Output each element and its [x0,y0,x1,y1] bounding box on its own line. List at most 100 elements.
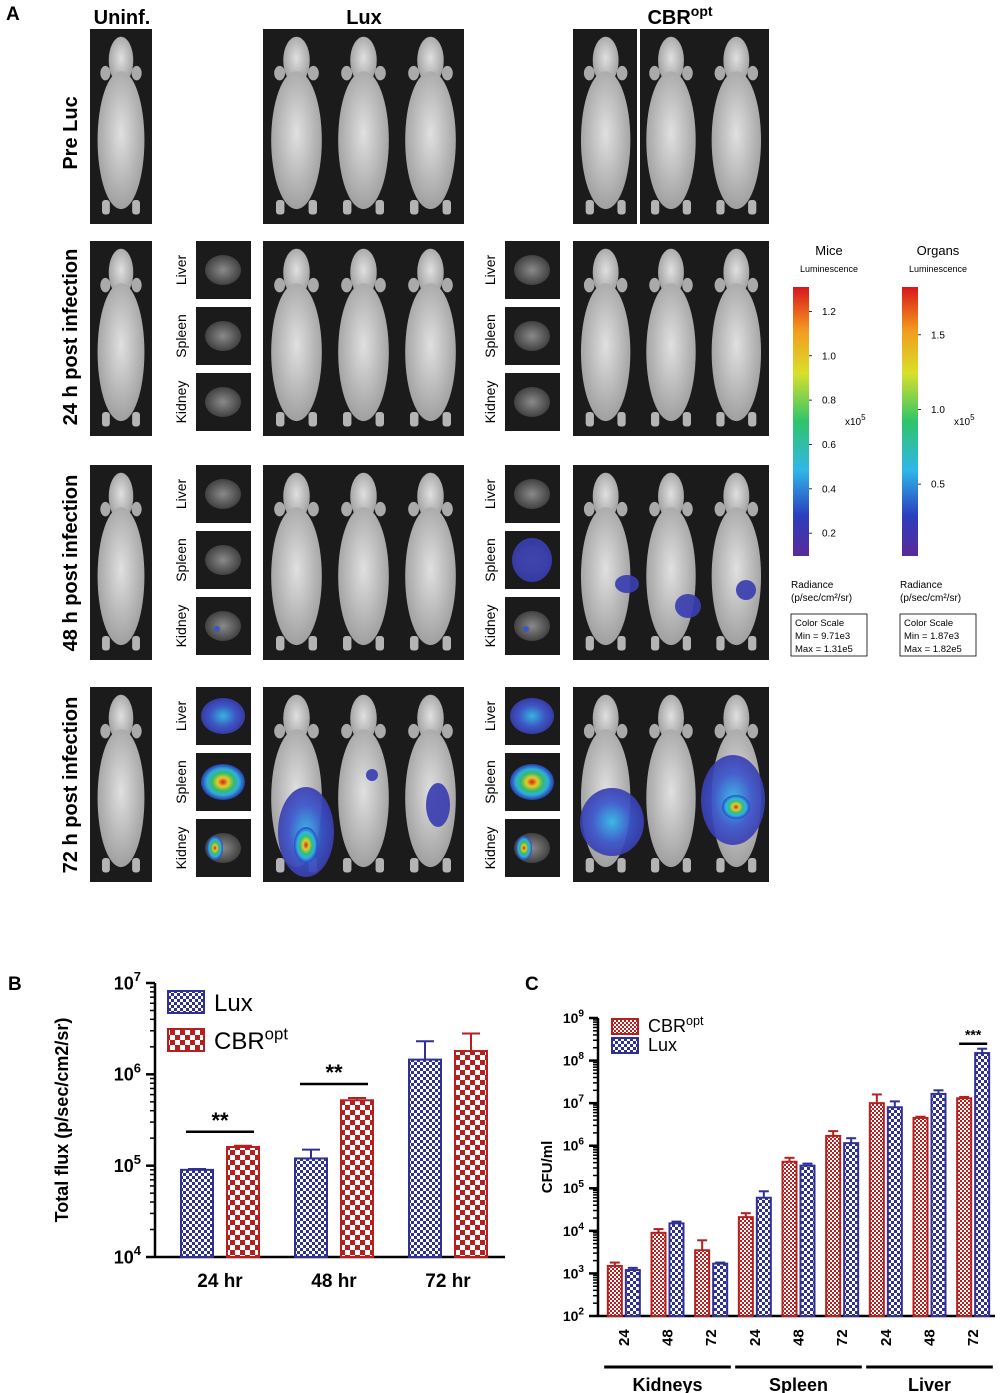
color-scale-box-title: Color Scale [795,618,844,629]
organ-24h-cbr-spleen [505,307,560,365]
signal-48h-cbr-2 [675,594,701,618]
signal-48h-cbr-1 [615,575,639,593]
photo-72h-lux-mouse-1 [271,694,334,877]
color-scale-tick-label: 0.4 [822,484,836,495]
photo-72h-lux-mouse-2 [338,694,389,873]
organ-48h-cbr-liver [505,465,560,523]
y-tick-label: 104 [114,1243,142,1267]
bar-cbr-4 [737,1216,754,1317]
photo-48h-uninf-mouse-1 [97,472,145,651]
organ-label-48h-cbr-spleen: Spleen [482,538,498,582]
photo-24h-lux-mouse-3 [405,248,456,427]
photo-72h-cbr-mouse-3 [701,694,765,873]
bar-cbr-8 [912,1116,929,1318]
color-scale-radiance-label: Radiance [900,580,943,591]
color-scale-box-max: Max = 1.82e5 [904,644,962,655]
organ-signal-72h-liver [201,698,245,734]
color-scale-box-min: Min = 1.87e3 [904,631,959,642]
photo-48h-uninf [90,465,152,660]
photo-pre-cbr-mouse-2 [646,36,696,215]
bar-cbr-1 [606,1264,623,1318]
panel-b: B 104 105 106 107 Total flux (p/sec/cm2/sr) 2… [8,969,505,1292]
organ-signal-72h-spleen [510,764,554,800]
color-scale-tick-label: 1.5 [931,330,945,341]
photo-24h-cbr-mouse-2 [646,248,696,427]
y-tick-label: 106 [114,1061,141,1085]
organ-24h-lux-liver [196,241,251,299]
organ-label-24h-lux-liver: Liver [173,254,189,285]
color-scale-box-title: Color Scale [904,618,953,629]
organ-label-72h-cbr-liver: Liver [482,700,498,731]
row-label-72h: 72 h post infection [60,697,82,874]
col-header-lux: Lux [346,7,382,29]
y-axis-label: Total flux (p/sec/cm2/sr) [52,1018,72,1223]
signal-72h-lux-1-core [294,827,318,863]
panel-letter-b: B [8,974,22,995]
bar-lux-1 [180,1168,214,1258]
y-tick-label: 102 [563,1307,585,1324]
legend-label-lux: Lux [214,990,253,1017]
color-scale-info-box [899,613,977,657]
signal-72h-cbr-1 [580,788,644,856]
bar-lux-1 [624,1269,641,1318]
signal-72h-lux-3 [426,783,450,827]
x-tick-label: 72 [703,1329,720,1346]
y-tick-label: 107 [563,1094,585,1111]
photo-72h-lux-mouse-3 [405,694,456,873]
color-scale-radiance-label: Radiance [791,580,834,591]
color-scale-radiance-unit: (p/sec/cm²/sr) [900,593,961,604]
row-label-48h: 48 h post infection [60,475,82,652]
photo-24h-lux [263,241,464,436]
group-label-liver: Liver [908,1375,951,1393]
organ-label-layer: Liver Spleen Kidney Liver Spleen Kidney Liver S… [173,254,498,869]
organ-label-48h-cbr-kidney: Kidney [482,605,498,648]
y-tick-label: 109 [563,1009,585,1026]
organ-label-48h-lux-kidney: Kidney [173,605,189,648]
bar-cbr-6 [825,1134,842,1317]
chart-b-legend: Lux CBRopt [167,990,288,1055]
panel-letter-c: C [525,974,539,995]
photo-24h-uninf [90,241,152,436]
organ-72h-cbr-liver [505,687,560,745]
row-label-pre-luc: Pre Luc [60,96,82,169]
significance-label: ** [325,1060,343,1085]
bar-cbr-1 [226,1146,260,1258]
photo-48h-lux-mouse-3 [405,472,456,651]
color-scale-subtitle: Luminescence [800,264,858,274]
y-tick-label: 105 [563,1179,585,1196]
photo-24h-cbr-mouse-3 [711,248,762,427]
color-scale-multiplier: x105 [845,413,866,428]
photo-48h-lux [263,465,464,660]
color-scale-tick-label: 1.0 [822,351,836,362]
bar-cbr-7 [868,1102,885,1317]
bar-cbr-3 [454,1050,488,1258]
organ-label-48h-cbr-liver: Liver [482,478,498,509]
organ-label-72h-cbr-kidney: Kidney [482,827,498,870]
organ-72h-lux-liver [196,687,251,745]
photo-divider [637,29,640,224]
photo-pre-lux-mouse-2 [338,36,389,215]
row-label-24h: 24 h post infection [60,249,82,426]
organ-48h-lux-liver [196,465,251,523]
color-scale-bar [902,287,918,556]
significance-label: ** [211,1108,229,1133]
x-tick-label: 72 [965,1329,982,1346]
bar-lux-7 [886,1106,903,1317]
organ-label-48h-lux-liver: Liver [173,478,189,509]
bar-cbr-2 [340,1099,374,1259]
signal-72h-lux-2 [366,769,378,781]
photo-48h-cbr-mouse-1 [580,472,639,651]
organ-48h-lux-spleen [196,531,251,589]
photo-layer [90,29,769,882]
x-tick-label: 24 [616,1329,633,1346]
photo-pre-uninf [90,29,152,224]
organ-48h-cbr-spleen [505,531,560,589]
photo-48h-cbr-mouse-2 [646,472,701,651]
signal-72h-cbr-3-core [722,795,750,819]
photo-24h-cbr [573,241,769,436]
x-tick-label: 24 [747,1329,764,1346]
organ-48h-lux-kidney [196,597,251,655]
bar-lux-3 [408,1058,442,1259]
bar-lux-5 [799,1164,816,1318]
